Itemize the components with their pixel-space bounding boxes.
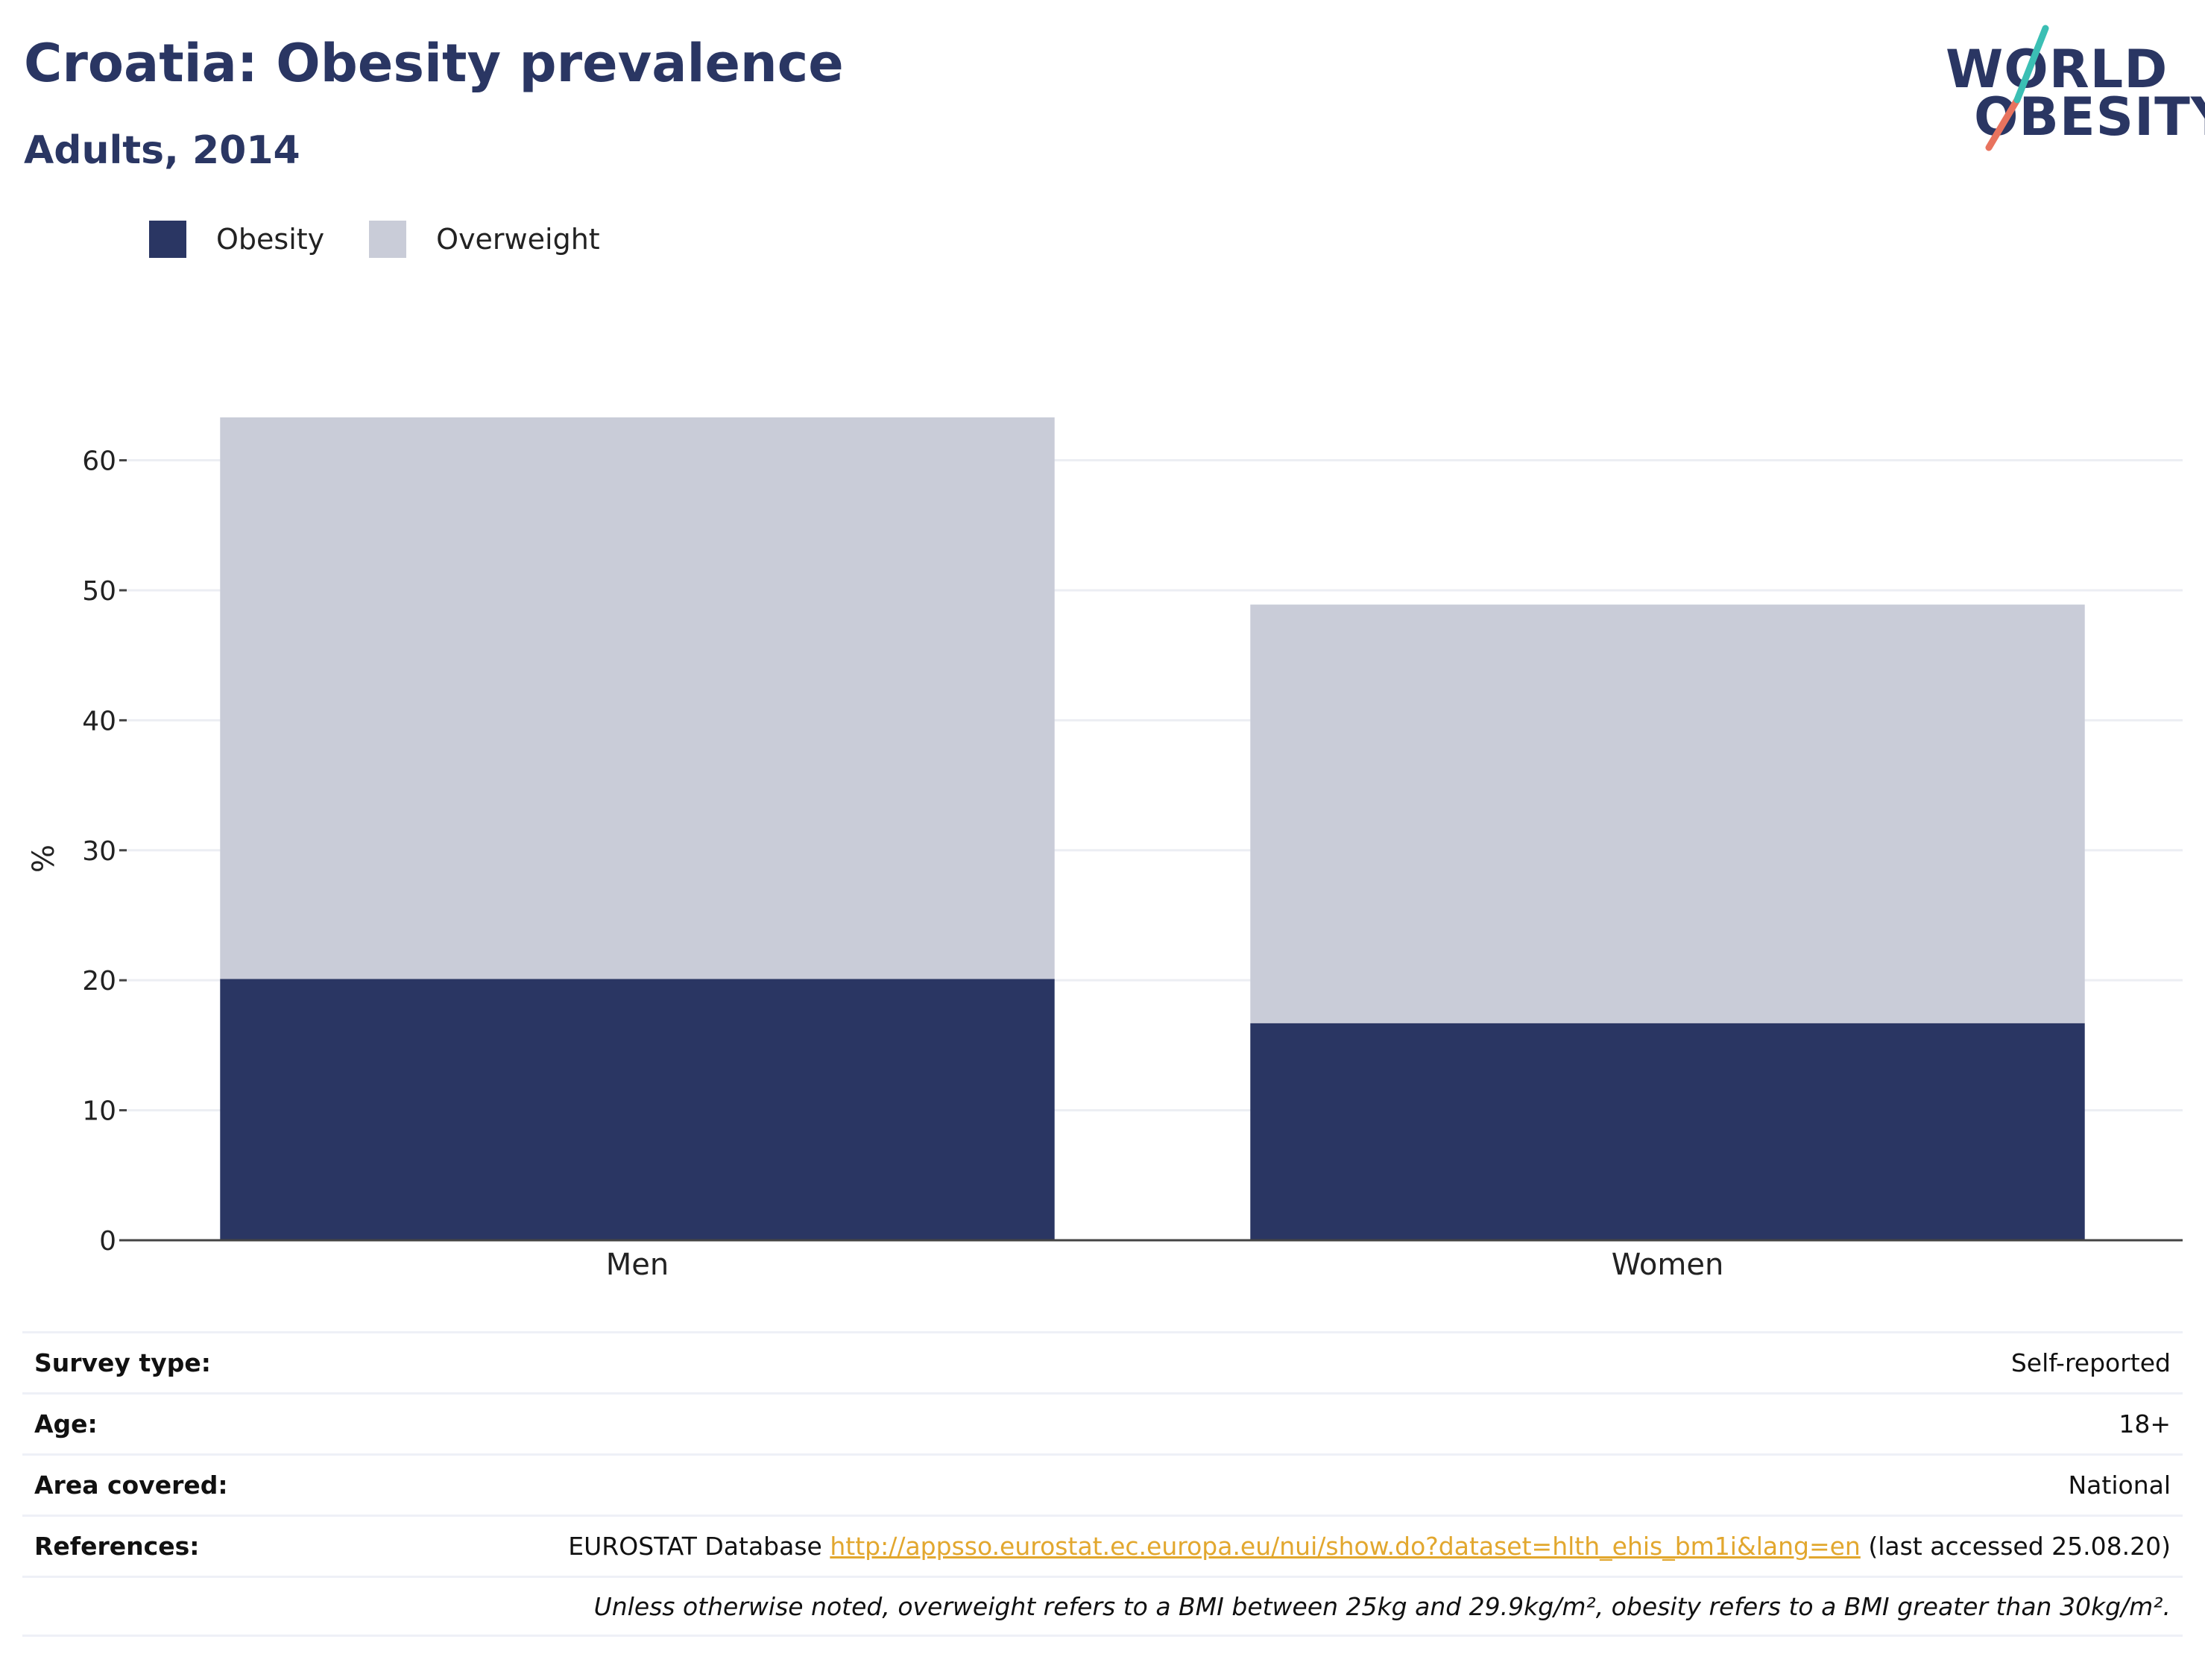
y-tick-label-0: 0 bbox=[99, 1226, 116, 1257]
legend-label-obesity: Obesity bbox=[216, 223, 325, 256]
references-row: References: EUROSTAT Database http://app… bbox=[22, 1515, 2183, 1576]
legend-swatch-obesity bbox=[149, 221, 186, 258]
definition-note-row: Unless otherwise noted, overweight refer… bbox=[22, 1576, 2183, 1637]
legend-item-overweight[interactable]: Overweight bbox=[369, 221, 600, 258]
y-tick-label-60: 60 bbox=[82, 446, 116, 477]
x-tick-label-women: Women bbox=[1612, 1248, 1724, 1282]
chart-subtitle: Adults, 2014 bbox=[24, 128, 300, 173]
x-tick-label-men: Men bbox=[606, 1248, 669, 1282]
age-value: 18+ bbox=[2119, 1409, 2171, 1439]
chart-legend: Obesity Overweight bbox=[149, 221, 645, 258]
bar-overweight-men bbox=[220, 417, 1055, 979]
reference-link[interactable]: http://appsso.eurostat.ec.europa.eu/nui/… bbox=[830, 1532, 1861, 1561]
y-tick-label-40: 40 bbox=[82, 706, 116, 736]
y-axis-label: % bbox=[27, 844, 61, 873]
area-covered-value: National bbox=[2068, 1471, 2171, 1500]
area-covered-label: Area covered: bbox=[34, 1471, 228, 1500]
survey-type-label: Survey type: bbox=[34, 1348, 211, 1377]
reference-accessed: (last accessed 25.08.20) bbox=[1868, 1532, 2171, 1561]
area-covered-row: Area covered: National bbox=[22, 1453, 2183, 1515]
y-tick-label-10: 10 bbox=[82, 1096, 116, 1127]
age-label: Age: bbox=[34, 1409, 98, 1439]
bar-obesity-women bbox=[1250, 1023, 2085, 1240]
reference-source: EUROSTAT Database bbox=[568, 1532, 822, 1561]
survey-type-row: Survey type: Self-reported bbox=[22, 1331, 2183, 1392]
bar-overweight-women bbox=[1250, 604, 2085, 1023]
age-row: Age: 18+ bbox=[22, 1392, 2183, 1453]
references-label: References: bbox=[34, 1532, 200, 1561]
survey-type-value: Self-reported bbox=[2010, 1348, 2171, 1377]
y-tick-label-30: 30 bbox=[82, 836, 116, 867]
y-tick-label-20: 20 bbox=[82, 966, 116, 997]
logo-slash-icon bbox=[1985, 25, 2049, 151]
world-obesity-logo: WORLD OBESITY bbox=[1946, 22, 2205, 157]
definition-note: Unless otherwise noted, overweight refer… bbox=[593, 1591, 2171, 1621]
legend-item-obesity[interactable]: Obesity bbox=[149, 221, 324, 258]
logo-line-obesity: OBESITY bbox=[1974, 86, 2205, 148]
y-tick-label-50: 50 bbox=[82, 576, 116, 607]
legend-swatch-overweight bbox=[369, 221, 407, 258]
chart-title: Croatia: Obesity prevalence bbox=[24, 33, 844, 94]
survey-info-table: Survey type: Self-reported Age: 18+ Area… bbox=[22, 1331, 2183, 1637]
bar-chart: 0 10 20 30 40 50 60 Men Women% bbox=[27, 417, 2183, 1282]
references-value: EUROSTAT Database http://appsso.eurostat… bbox=[568, 1532, 2171, 1561]
legend-label-overweight: Overweight bbox=[436, 223, 600, 256]
logo-line-world: WORLD bbox=[1946, 39, 2168, 100]
bar-obesity-men bbox=[220, 979, 1055, 1240]
